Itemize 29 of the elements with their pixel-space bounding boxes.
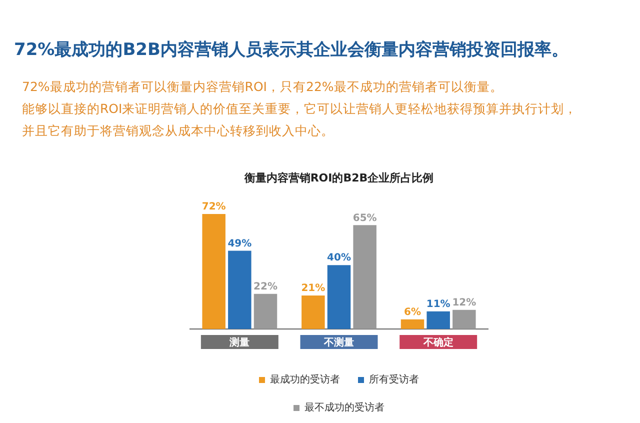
data-label: 49%	[228, 238, 252, 250]
data-label: 6%	[404, 307, 421, 318]
text: 并且它有助于将营销观念从成本中心转移到收入中心。	[22, 122, 335, 140]
data-label: 12%	[452, 297, 476, 308]
legend-label: 所有受访者	[369, 374, 419, 386]
bar	[353, 225, 376, 329]
x-tick-label: 不确定	[422, 336, 454, 349]
data-label: 11%	[426, 299, 450, 310]
x-tick-label: 不测量	[323, 336, 354, 349]
legend-label: 最成功的受访者	[270, 374, 340, 386]
bar	[254, 294, 278, 329]
data-label: 65%	[352, 212, 377, 224]
data-label: 72%	[202, 202, 226, 213]
bar	[228, 250, 252, 329]
text: 能够以直接的ROI来证明营销人的价值至关重要，它可以让营销人更轻松地获得预算并执行计划，	[22, 100, 578, 118]
data-label: 21%	[301, 283, 326, 294]
bar	[400, 319, 424, 329]
chart-title: 72%最成功的B2B内容营销人员表示其企业会衡量内容营销投资回报率。	[14, 39, 568, 61]
x-tick-label: 测量	[228, 336, 250, 349]
data-label: 22%	[254, 281, 278, 292]
bar	[426, 311, 450, 329]
text: 72%最成功的营销者可以衡量内容营销ROI，只有22%最不成功的营销者可以衡量。	[22, 78, 504, 96]
bar	[327, 265, 351, 329]
data-label: 40%	[327, 252, 351, 264]
chart-subtitle: 衡量内容营销ROI的B2B企业所占比例	[243, 171, 434, 184]
bar	[202, 214, 226, 329]
legend-label: 最不成功的受访者	[304, 402, 384, 414]
bar	[452, 310, 476, 329]
bar	[302, 295, 325, 329]
